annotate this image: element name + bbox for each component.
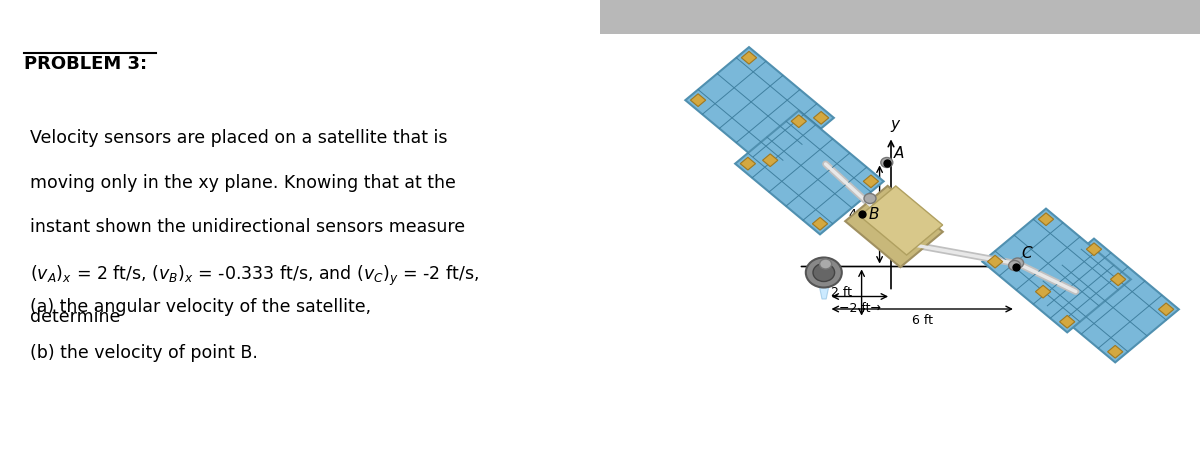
Text: (a) the angular velocity of the satellite,: (a) the angular velocity of the satellit… bbox=[30, 298, 371, 316]
Polygon shape bbox=[1031, 239, 1178, 362]
Polygon shape bbox=[762, 154, 778, 167]
Polygon shape bbox=[742, 51, 757, 64]
Text: −2 ft→: −2 ft→ bbox=[839, 302, 881, 314]
Circle shape bbox=[806, 257, 842, 287]
Polygon shape bbox=[812, 218, 828, 230]
Polygon shape bbox=[1108, 346, 1123, 358]
Text: 4 ft: 4 ft bbox=[850, 208, 870, 221]
Polygon shape bbox=[820, 287, 828, 299]
Circle shape bbox=[814, 263, 835, 281]
Polygon shape bbox=[1110, 273, 1126, 285]
Circle shape bbox=[820, 259, 832, 269]
Circle shape bbox=[881, 157, 893, 168]
Text: x: x bbox=[1055, 261, 1064, 276]
Text: $(v_A)_x$ = 2 ft/s, $(v_B)_x$ = -0.333 ft/s, and $(v_C)_y$ = -2 ft/s,: $(v_A)_x$ = 2 ft/s, $(v_B)_x$ = -0.333 f… bbox=[30, 263, 479, 288]
Polygon shape bbox=[1060, 315, 1075, 328]
Text: PROBLEM 3:: PROBLEM 3: bbox=[24, 55, 148, 73]
Polygon shape bbox=[1158, 303, 1174, 316]
Text: A: A bbox=[894, 146, 905, 161]
Text: B: B bbox=[869, 207, 880, 222]
FancyBboxPatch shape bbox=[600, 0, 1200, 34]
Polygon shape bbox=[814, 112, 829, 124]
Text: moving only in the xy plane. Knowing that at the: moving only in the xy plane. Knowing tha… bbox=[30, 174, 456, 191]
Polygon shape bbox=[988, 255, 1003, 268]
Text: y: y bbox=[890, 117, 900, 131]
Text: instant shown the unidirectional sensors measure: instant shown the unidirectional sensors… bbox=[30, 218, 466, 236]
Polygon shape bbox=[1038, 213, 1054, 226]
Text: 2 ft: 2 ft bbox=[830, 286, 852, 299]
Polygon shape bbox=[1086, 243, 1102, 256]
Polygon shape bbox=[740, 157, 756, 170]
Polygon shape bbox=[859, 186, 943, 255]
Circle shape bbox=[864, 194, 876, 203]
Polygon shape bbox=[736, 111, 883, 235]
Polygon shape bbox=[1036, 285, 1051, 298]
Text: 6 ft: 6 ft bbox=[912, 314, 932, 327]
Text: determine: determine bbox=[30, 308, 120, 326]
Polygon shape bbox=[863, 175, 878, 188]
Polygon shape bbox=[685, 47, 834, 171]
Circle shape bbox=[1008, 261, 1020, 270]
Text: (b) the velocity of point B.: (b) the velocity of point B. bbox=[30, 344, 258, 362]
Text: Velocity sensors are placed on a satellite that is: Velocity sensors are placed on a satelli… bbox=[30, 129, 448, 146]
Circle shape bbox=[1012, 258, 1024, 268]
Polygon shape bbox=[690, 94, 706, 106]
Polygon shape bbox=[983, 209, 1130, 332]
Polygon shape bbox=[845, 186, 943, 267]
Polygon shape bbox=[791, 115, 806, 128]
Text: C: C bbox=[1022, 246, 1032, 262]
